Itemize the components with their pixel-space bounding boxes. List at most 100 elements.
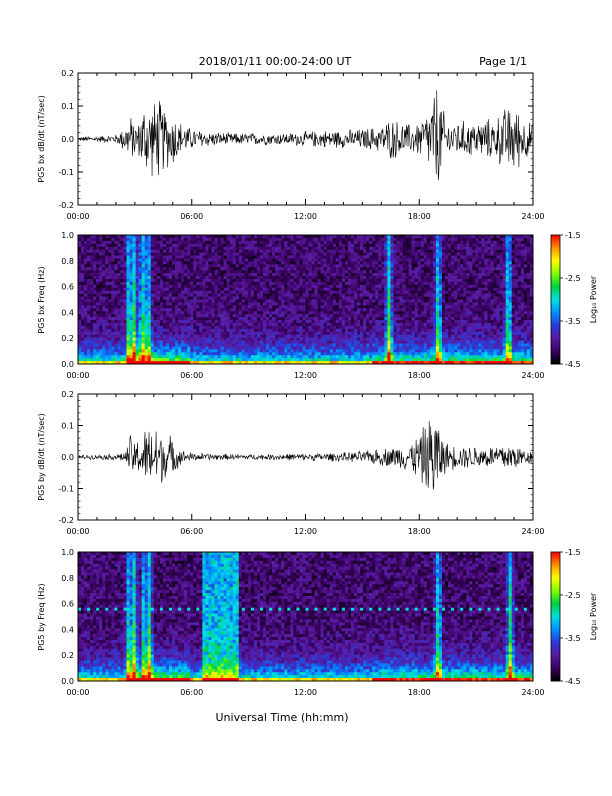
spectrogram-cell bbox=[348, 288, 351, 291]
spectrogram-cell bbox=[366, 349, 369, 352]
spectrogram-cell bbox=[236, 238, 239, 241]
spectrogram-cell bbox=[181, 358, 184, 361]
spectrogram-cell bbox=[299, 238, 302, 241]
spectrogram-cell bbox=[175, 329, 178, 332]
spectrogram-cell bbox=[114, 238, 117, 241]
spectrogram-cell bbox=[327, 343, 330, 346]
spectrogram-cell bbox=[384, 311, 387, 314]
spectrogram-cell bbox=[302, 267, 305, 270]
spectrogram-cell bbox=[293, 238, 296, 241]
spectrogram-cell bbox=[245, 317, 248, 320]
spectrogram-cell bbox=[266, 349, 269, 352]
spectrogram-cell bbox=[400, 247, 403, 250]
spectrogram-cell bbox=[102, 323, 105, 326]
spectrogram-cell bbox=[227, 256, 230, 259]
spectrogram-cell bbox=[363, 267, 366, 270]
spectrogram-cell bbox=[160, 314, 163, 317]
y-tick-label: 0.2 bbox=[61, 334, 74, 343]
spectrogram-cell bbox=[375, 256, 378, 259]
spectrogram-cell bbox=[148, 250, 151, 253]
spectrogram-cell bbox=[157, 279, 160, 282]
spectrogram-cell bbox=[403, 335, 406, 338]
spectrogram-cell bbox=[208, 273, 211, 276]
spectrogram-cell bbox=[142, 326, 145, 329]
spectrogram-cell bbox=[215, 332, 218, 335]
spectrogram-cell bbox=[184, 329, 187, 332]
spectrogram-cell bbox=[142, 329, 145, 332]
spectrogram-cell bbox=[181, 338, 184, 341]
spectrogram-cell bbox=[196, 320, 199, 323]
spectrogram-cell bbox=[400, 355, 403, 358]
spectrogram-cell bbox=[354, 352, 357, 355]
spectrogram-cell bbox=[302, 279, 305, 282]
spectrogram-cell bbox=[199, 264, 202, 267]
spectrogram-cell bbox=[354, 297, 357, 300]
spectrogram-cell bbox=[299, 256, 302, 259]
spectrogram-cell bbox=[351, 317, 354, 320]
spectrogram-cell bbox=[218, 317, 221, 320]
spectrogram-cell bbox=[381, 241, 384, 244]
spectrogram-cell bbox=[102, 341, 105, 344]
spectrogram-cell bbox=[181, 279, 184, 282]
spectrogram-cell bbox=[309, 247, 312, 250]
spectrogram-cell bbox=[154, 346, 157, 349]
spectrogram-cell bbox=[348, 358, 351, 361]
spectrogram-cell bbox=[284, 341, 287, 344]
spectrogram-cell bbox=[372, 297, 375, 300]
spectrogram-cell bbox=[351, 326, 354, 329]
spectrogram-cell bbox=[154, 270, 157, 273]
spectrogram-cell bbox=[96, 326, 99, 329]
spectrogram-cell bbox=[397, 346, 400, 349]
spectrogram-cell bbox=[193, 341, 196, 344]
spectrogram-cell bbox=[284, 297, 287, 300]
spectrogram-cell bbox=[96, 250, 99, 253]
spectrogram-cell bbox=[84, 314, 87, 317]
spectrogram-cell bbox=[381, 279, 384, 282]
spectrogram-cell bbox=[269, 238, 272, 241]
spectrogram-cell bbox=[403, 258, 406, 261]
spectrogram-cell bbox=[224, 311, 227, 314]
spectrogram-cell bbox=[136, 329, 139, 332]
y-tick-label: 0.0 bbox=[61, 135, 74, 144]
spectrogram-cell bbox=[117, 291, 120, 294]
spectrogram-cell bbox=[111, 308, 114, 311]
spectrogram-cell bbox=[296, 343, 299, 346]
spectrogram-cell bbox=[293, 267, 296, 270]
spectrogram-cell bbox=[306, 323, 309, 326]
spectrogram-cell bbox=[357, 273, 360, 276]
spectrogram-cell bbox=[133, 270, 136, 273]
spectrogram-cell bbox=[154, 238, 157, 241]
spectrogram-cell bbox=[400, 326, 403, 329]
spectrogram-cell bbox=[230, 247, 233, 250]
spectrogram-cell bbox=[224, 332, 227, 335]
spectrogram-cell bbox=[381, 341, 384, 344]
spectrogram-cell bbox=[151, 258, 154, 261]
spectrogram-cell bbox=[145, 238, 148, 241]
spectrogram-cell bbox=[136, 294, 139, 297]
spectrogram-cell bbox=[363, 338, 366, 341]
spectrogram-cell bbox=[178, 338, 181, 341]
spectrogram-cell bbox=[336, 355, 339, 358]
spectrogram-cell bbox=[257, 294, 260, 297]
spectrogram-cell bbox=[105, 285, 108, 288]
spectrogram-cell bbox=[166, 338, 169, 341]
spectrogram-cell bbox=[84, 241, 87, 244]
spectrogram-cell bbox=[345, 258, 348, 261]
spectrogram-cell bbox=[372, 349, 375, 352]
spectrogram-cell bbox=[157, 270, 160, 273]
spectrogram-cell bbox=[393, 346, 396, 349]
spectrogram-cell bbox=[184, 270, 187, 273]
spectrogram-cell bbox=[205, 267, 208, 270]
spectrogram-cell bbox=[163, 294, 166, 297]
spectrogram-cell bbox=[363, 308, 366, 311]
spectrogram-cell bbox=[233, 273, 236, 276]
spectrogram-cell bbox=[236, 302, 239, 305]
spectrogram-cell bbox=[108, 250, 111, 253]
spectrogram-cell bbox=[190, 346, 193, 349]
spectrogram-cell bbox=[87, 258, 90, 261]
spectrogram-cell bbox=[275, 329, 278, 332]
spectrogram-cell bbox=[400, 297, 403, 300]
spectrogram-cell bbox=[275, 355, 278, 358]
spectrogram-cell bbox=[397, 352, 400, 355]
spectrogram-cell bbox=[151, 253, 154, 256]
